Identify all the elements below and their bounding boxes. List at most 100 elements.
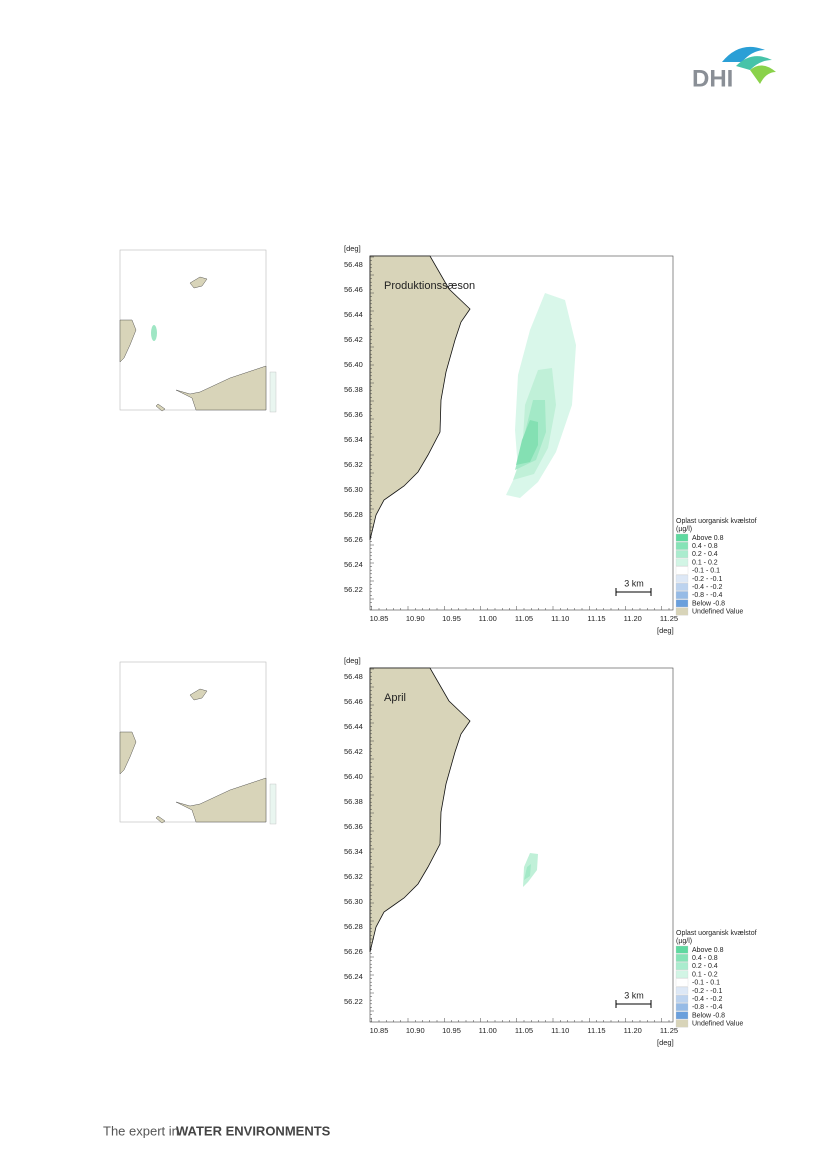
y-tick-label: 56.44	[344, 722, 363, 731]
y-tick-label: 56.26	[344, 947, 363, 956]
legend-swatch	[675, 558, 689, 567]
map-figure: Produktionssæson [deg] [deg] 56.48 56.46 56.4…	[119, 244, 757, 635]
x-tick-label: 10.90	[406, 614, 425, 623]
legend-swatch	[675, 566, 689, 575]
logo-wave	[750, 65, 776, 84]
thumb-land	[119, 319, 137, 363]
legend-swatch	[675, 962, 689, 970]
legend-label: -0.8 - -0.4	[692, 592, 722, 599]
y-tick-label: 56.40	[344, 360, 363, 369]
thumb-land	[155, 815, 166, 824]
thumb-plume	[151, 325, 157, 341]
y-tick-label: 56.36	[344, 410, 363, 419]
y-tick-label: 56.28	[344, 510, 363, 519]
legend-swatch	[675, 945, 689, 954]
x-tick-label: 11.05	[515, 1026, 533, 1035]
legend-swatch	[675, 954, 689, 962]
x-tick-label: 11.15	[587, 1026, 605, 1035]
x-tick-label: 11.10	[551, 1026, 569, 1035]
map-figure: April [deg] [deg] 56.48 56.46 56.44 56.42 56.40…	[119, 656, 757, 1047]
logo-wave	[722, 46, 765, 62]
thumbnail	[119, 249, 277, 413]
legend-title: Oplast uorganisk kvælstof	[676, 930, 757, 937]
legend-label: 0.2 - 0.4	[692, 551, 718, 558]
y-tick-label: 56.30	[344, 485, 363, 494]
legend-swatch	[675, 550, 689, 558]
y-tick-label: 56.24	[344, 972, 363, 981]
legend-label: Below -0.8	[692, 600, 725, 607]
legend-label: -0.4 - -0.2	[692, 996, 722, 1003]
map-title: Produktionssæson	[384, 280, 475, 292]
x-tick-label: 11.10	[551, 614, 569, 623]
y-tick-label: 56.42	[344, 335, 363, 344]
thumb-legend	[269, 783, 277, 825]
y-unit: [deg]	[344, 244, 361, 253]
logo: DHI	[692, 46, 776, 92]
y-tick-label: 56.46	[344, 697, 363, 706]
x-unit: [deg]	[657, 1038, 674, 1047]
legend-swatch	[675, 995, 689, 1003]
scale-bar-label: 3 km	[624, 578, 644, 588]
legend-swatch	[675, 970, 689, 979]
y-tick-label: 56.34	[344, 847, 363, 856]
x-tick-label: 11.25	[660, 1026, 678, 1035]
legend-title: Oplast uorganisk kvælstof	[676, 518, 757, 525]
scale-bar-label: 3 km	[624, 990, 644, 1000]
legend-swatch	[675, 986, 689, 995]
y-tick-label: 56.38	[344, 797, 363, 806]
y-tick-label: 56.48	[344, 260, 363, 269]
legend-swatch	[675, 583, 689, 591]
legend-label: -0.1 - 0.1	[692, 980, 720, 987]
y-tick-label: 56.32	[344, 872, 363, 881]
plume-contour	[516, 420, 538, 465]
x-unit: [deg]	[657, 626, 674, 635]
y-tick-label: 56.30	[344, 897, 363, 906]
y-tick-label: 56.48	[344, 672, 363, 681]
legend-unit: (µg/l)	[676, 526, 692, 533]
thumb-land	[189, 276, 208, 289]
footer: The expert in WATER ENVIRONMENTS	[103, 1123, 331, 1138]
thumb-land	[175, 777, 267, 823]
y-tick-label: 56.34	[344, 435, 363, 444]
legend-label: -0.2 - -0.1	[692, 576, 722, 583]
x-tick-label: 11.00	[479, 1026, 497, 1035]
y-tick-label: 56.24	[344, 560, 363, 569]
y-tick-label: 56.42	[344, 747, 363, 756]
y-tick-label: 56.32	[344, 460, 363, 469]
legend-swatch	[675, 542, 689, 550]
legend-label: -0.2 - -0.1	[692, 988, 722, 995]
x-tick-label: 10.95	[442, 614, 461, 623]
legend-swatch	[675, 978, 689, 987]
footer-prefix: The expert in	[103, 1123, 179, 1138]
y-tick-label: 56.22	[344, 585, 363, 594]
footer-emphasis: WATER ENVIRONMENTS	[176, 1123, 331, 1138]
y-tick-label: 56.46	[344, 285, 363, 294]
x-tick-label: 10.95	[442, 1026, 461, 1035]
legend-swatch	[675, 1011, 689, 1020]
thumb-legend	[269, 371, 277, 413]
y-tick-label: 56.22	[344, 997, 363, 1006]
legend-label: 0.4 - 0.8	[692, 955, 718, 962]
legend-swatch	[675, 599, 689, 608]
plume-contour	[524, 864, 531, 880]
legend-swatch	[675, 533, 689, 542]
legend-swatch	[675, 1003, 689, 1011]
legend-label: Undefined Value	[692, 1021, 743, 1028]
legend-label: 0.4 - 0.8	[692, 543, 718, 550]
thumb-land	[175, 365, 267, 411]
legend-swatch	[675, 574, 689, 583]
x-tick-label: 10.85	[370, 614, 389, 623]
legend-label: Below -0.8	[692, 1012, 725, 1019]
x-tick-label: 11.00	[479, 614, 497, 623]
legend-swatch	[675, 607, 689, 616]
y-tick-label: 56.38	[344, 385, 363, 394]
legend-label: 0.1 - 0.2	[692, 559, 718, 566]
x-tick-label: 11.25	[660, 614, 678, 623]
x-tick-label: 10.90	[406, 1026, 425, 1035]
legend-label: -0.8 - -0.4	[692, 1004, 722, 1011]
legend-label: 0.1 - 0.2	[692, 971, 718, 978]
x-tick-label: 11.15	[587, 614, 605, 623]
y-tick-label: 56.26	[344, 535, 363, 544]
